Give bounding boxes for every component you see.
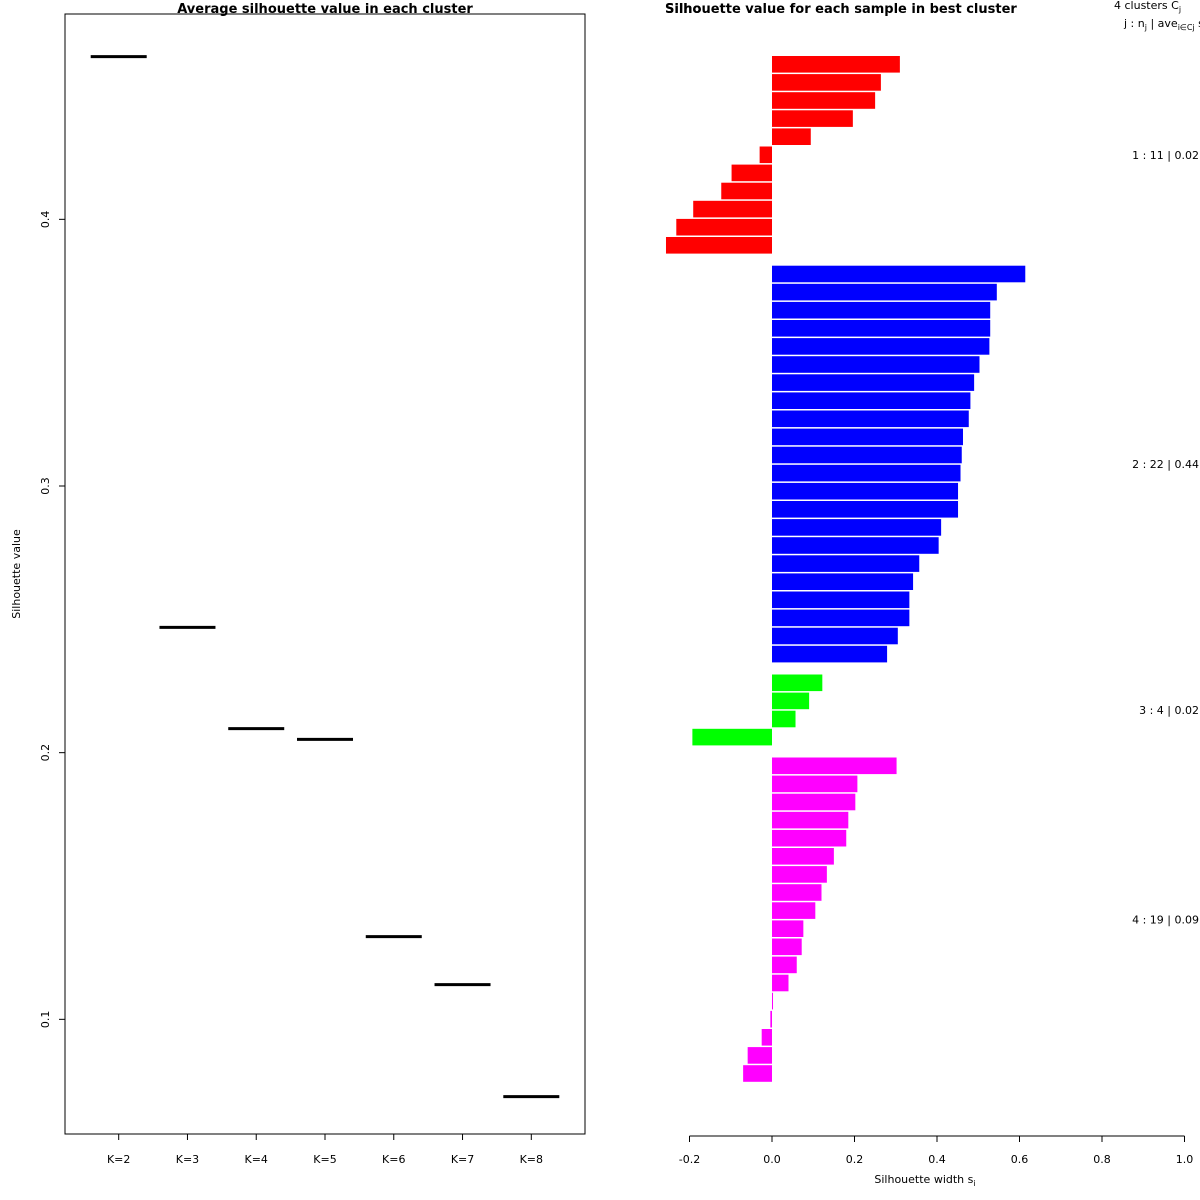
right-chart-title: Silhouette value for each sample in best… — [665, 2, 1017, 17]
silhouette-bar-c2-17 — [772, 555, 920, 572]
silhouette-bar-c4-5 — [772, 829, 847, 847]
legend-header-clusters: 4 clusters Cj — [1114, 0, 1181, 14]
left-y-tick-label: 0.2 — [39, 744, 52, 762]
silhouette-bar-c2-16 — [772, 537, 939, 554]
left-chart: Average silhouette value in each cluster… — [10, 2, 586, 1166]
silhouette-bar-c4-3 — [772, 793, 856, 811]
left-x-tick-label: K=2 — [107, 1153, 130, 1166]
silhouette-bar-c4-4 — [772, 811, 849, 829]
right-x-axis: -0.2 0.0 0.2 0.4 0.6 0.8 1.0 — [679, 1135, 1194, 1166]
silhouette-bar-c2-21 — [772, 627, 898, 645]
right-chart-title-overlap: Silho — [665, 2, 702, 17]
silhouette-bar-c4-9 — [772, 902, 816, 919]
silhouette-bar-c4-14 — [772, 992, 773, 1010]
silhouette-bar-c2-9 — [772, 410, 969, 428]
right-x-tick-label: 0.4 — [928, 1153, 946, 1166]
silhouette-bar-c1-10 — [676, 218, 772, 236]
left-y-axis: 0.1 0.2 0.3 0.4 — [39, 211, 66, 1028]
left-x-axis: K=2 K=3 K=4 K=5 K=6 K=7 K=8 — [107, 1133, 543, 1166]
silhouette-bar-c4-18 — [743, 1065, 772, 1082]
silhouette-bar-c4-10 — [772, 920, 804, 937]
silhouette-bar-c1-3 — [772, 92, 876, 109]
silhouette-bar-c4-2 — [772, 775, 858, 793]
silhouette-bar-c4-17 — [747, 1047, 772, 1064]
legend-header-columns: j : nj | avei∈Cj si — [1123, 17, 1200, 32]
silhouette-bar-c1-11 — [665, 237, 772, 254]
silhouette-bar-c2-10 — [772, 428, 963, 446]
left-avg-markers — [90, 55, 560, 1099]
silhouette-bar-c3-4 — [692, 728, 772, 746]
silhouette-bar-c1-4 — [772, 110, 853, 127]
silhouette-bar-c1-2 — [772, 74, 881, 91]
silhouette-bar-c3-2 — [772, 692, 810, 710]
silhouette-bar-c2-15 — [772, 519, 942, 536]
silhouette-bar-c1-5 — [772, 128, 811, 145]
silhouette-bar-c2-11 — [772, 446, 962, 464]
silhouette-bar-c1-7 — [731, 164, 772, 182]
left-x-tick-label: K=8 — [520, 1153, 543, 1166]
right-x-tick-label: 0.0 — [763, 1153, 781, 1166]
left-x-tick-label: K=6 — [382, 1153, 405, 1166]
right-x-axis-label: Silhouette width si — [874, 1173, 975, 1188]
cluster-labels: 1 : 11 | 0.02 2 : 22 | 0.44 3 : 4 | 0.02 4 … — [1132, 149, 1199, 927]
silhouette-bar-c3-1 — [772, 674, 823, 692]
silhouette-bar-c2-3 — [772, 301, 991, 319]
silhouette-bar-c4-13 — [772, 974, 789, 992]
silhouette-bar-c4-12 — [772, 956, 797, 974]
silhouette-bar-c2-2 — [772, 283, 997, 301]
right-x-tick-label: 0.6 — [1011, 1153, 1029, 1166]
silhouette-bar-c2-22 — [772, 645, 888, 663]
silhouette-bar-c3-3 — [772, 710, 796, 728]
silhouette-bar-c1-9 — [693, 200, 772, 218]
right-x-tick-label: -0.2 — [679, 1153, 700, 1166]
cluster-label-2: 2 : 22 | 0.44 — [1132, 458, 1199, 471]
left-x-tick-label: K=5 — [313, 1153, 336, 1166]
silhouette-bar-c4-16 — [761, 1029, 772, 1046]
silhouette-bars — [665, 56, 1026, 1082]
silhouette-bar-c2-6 — [772, 356, 980, 373]
left-x-tick-label: K=4 — [245, 1153, 268, 1166]
cluster-label-4: 4 : 19 | 0.09 — [1132, 914, 1199, 927]
silhouette-bar-c2-18 — [772, 573, 914, 590]
left-y-tick-label: 0.1 — [39, 1011, 52, 1028]
cluster-label-3: 3 : 4 | 0.02 — [1139, 704, 1199, 717]
left-y-tick-label: 0.4 — [39, 211, 52, 229]
right-x-tick-label: 1.0 — [1176, 1153, 1194, 1166]
silhouette-bar-c2-8 — [772, 392, 971, 409]
silhouette-bar-c2-4 — [772, 320, 991, 337]
right-x-tick-label: 0.2 — [846, 1153, 864, 1166]
left-y-tick-label: 0.3 — [39, 477, 52, 495]
silhouette-bar-c2-7 — [772, 374, 975, 391]
right-x-tick-label: 0.8 — [1093, 1153, 1111, 1166]
silhouette-bar-c2-14 — [772, 501, 959, 518]
left-chart-title: Average silhouette value in each cluster — [177, 2, 473, 17]
silhouette-bar-c2-12 — [772, 464, 961, 482]
silhouette-bar-c1-6 — [759, 146, 772, 164]
silhouette-bar-c4-1 — [772, 757, 897, 775]
silhouette-bar-c4-6 — [772, 848, 834, 865]
left-x-tick-label: K=3 — [176, 1153, 199, 1166]
silhouette-bar-c2-19 — [772, 591, 910, 609]
silhouette-bar-c4-15 — [770, 1010, 772, 1028]
silhouette-bar-c2-1 — [772, 265, 1026, 283]
silhouette-bar-c2-5 — [772, 338, 990, 355]
silhouette-bar-c2-20 — [772, 609, 910, 627]
silhouette-bar-c4-8 — [772, 884, 822, 901]
silhouette-bar-c4-11 — [772, 938, 802, 956]
silhouette-bar-c1-8 — [721, 182, 772, 200]
left-y-axis-label: Silhouette value — [10, 529, 23, 619]
left-x-tick-label: K=7 — [451, 1153, 474, 1166]
cluster-label-1: 1 : 11 | 0.02 — [1132, 149, 1199, 162]
silhouette-bar-c4-7 — [772, 866, 827, 883]
silhouette-bar-c1-1 — [772, 56, 900, 73]
right-chart: Silho Silhouette value for each sample i… — [665, 0, 1200, 1188]
silhouette-bar-c2-13 — [772, 482, 959, 500]
left-plot-frame — [64, 13, 586, 1135]
